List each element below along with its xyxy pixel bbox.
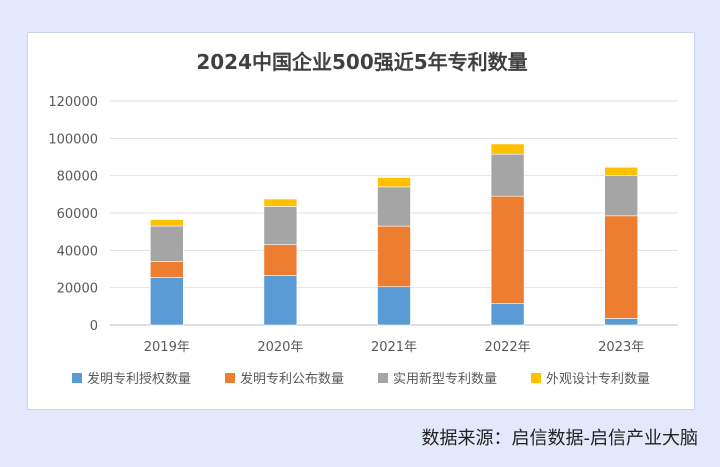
bar-segment xyxy=(150,261,184,278)
bar-segment xyxy=(150,219,184,227)
legend-swatch xyxy=(378,373,388,383)
bar-segment xyxy=(263,275,298,326)
legend: 发明专利授权数量 发明专利公布数量 实用新型专利数量 外观设计专利数量 xyxy=(72,371,650,387)
bar-segment xyxy=(604,175,639,217)
bar-segment xyxy=(604,166,639,176)
bar-segment xyxy=(490,303,525,326)
bar-segment xyxy=(377,177,411,188)
bar-segment xyxy=(263,206,298,246)
y-tick-label: 0 xyxy=(90,319,98,334)
bar-segment xyxy=(490,153,525,197)
chart-card: 2024中国企业500强近5年专利数量 0 20000 40000 60000 8000… xyxy=(27,32,695,410)
y-tick-label: 40000 xyxy=(57,244,98,259)
x-axis: 2019年 2020年 2021年 2022年 2023年 xyxy=(144,340,644,355)
legend-label: 发明专利授权数量 xyxy=(87,371,191,387)
bar-segment xyxy=(377,286,411,326)
x-tick-label: 2022年 xyxy=(485,340,531,355)
legend-label: 外观设计专利数量 xyxy=(546,372,650,387)
source-note: 数据来源：启信数据-启信产业大脑 xyxy=(421,428,699,449)
x-tick-label: 2021年 xyxy=(371,340,417,355)
x-tick-label: 2020年 xyxy=(257,340,303,355)
legend-label: 发明专利公布数量 xyxy=(240,371,344,387)
bars xyxy=(150,143,639,326)
x-tick-label: 2019年 xyxy=(144,340,190,355)
x-tick-label: 2023年 xyxy=(598,340,644,355)
bar-segment xyxy=(263,244,298,276)
bar-segment xyxy=(263,198,298,207)
legend-label: 实用新型专利数量 xyxy=(393,371,497,387)
bar-segment xyxy=(377,186,411,227)
chart-title: 2024中国企业500强近5年专利数量 xyxy=(196,50,527,74)
y-tick-label: 60000 xyxy=(57,207,98,222)
y-tick-label: 100000 xyxy=(48,132,98,147)
bar-segment xyxy=(377,225,411,288)
bar-segment xyxy=(490,195,525,304)
bar-segment xyxy=(150,225,184,262)
y-axis: 0 20000 40000 60000 80000 100000 120000 xyxy=(48,95,98,334)
bar-segment xyxy=(604,318,639,326)
legend-swatch xyxy=(225,373,235,383)
y-tick-label: 80000 xyxy=(57,170,98,185)
bar-segment xyxy=(604,215,639,319)
y-tick-label: 120000 xyxy=(48,95,98,110)
legend-swatch xyxy=(531,373,541,383)
stacked-bar-chart: 2024中国企业500强近5年专利数量 0 20000 40000 60000 8000… xyxy=(48,50,678,387)
legend-swatch xyxy=(72,373,82,383)
bar-segment xyxy=(150,277,184,326)
bar-segment xyxy=(490,143,525,155)
y-tick-label: 20000 xyxy=(57,282,98,297)
